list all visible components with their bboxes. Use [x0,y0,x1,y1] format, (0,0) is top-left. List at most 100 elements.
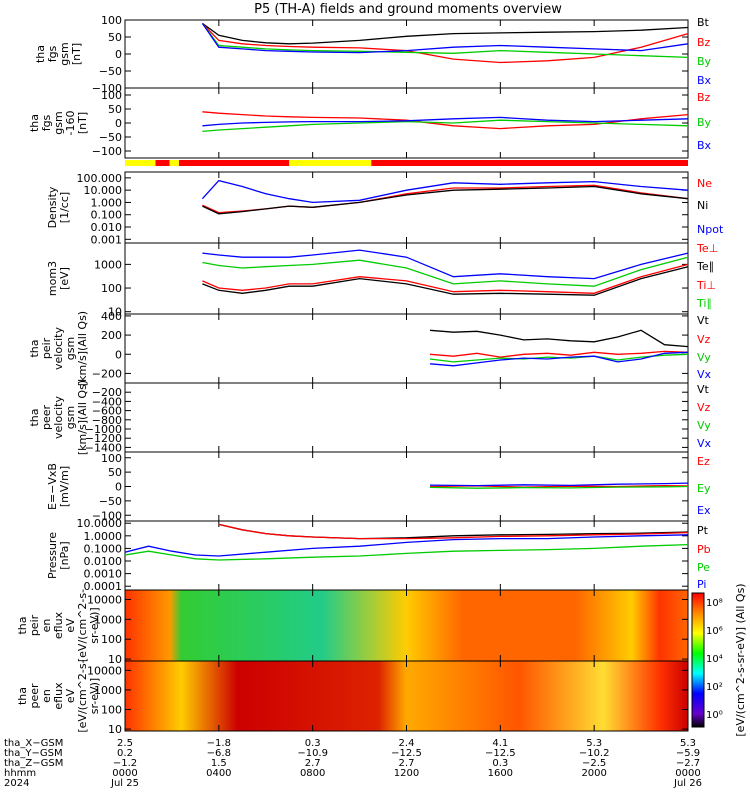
fgs_smooth-ytick-label: −100 [92,145,122,158]
ephemeris-value: 1600 [488,768,513,779]
temperature-ytick-label: 100 [101,282,122,295]
pressure-legend-Pt: Pt [697,524,709,537]
colorbar-label: [eV/(cm^2-s-sr-eV)] (All Qs) [734,583,747,736]
ephemeris-value: 2000 [581,768,606,779]
peer_spec-ytick-label: 10 [108,723,122,736]
fgs-legend-Bz: Bz [697,36,711,49]
ephemeris-value: 0.3 [492,758,508,769]
fgs_smooth-series-red [202,111,689,130]
fgs-series-blue [201,23,689,54]
peir_velocity-legend-Vt: Vt [697,314,710,327]
peir_spec-ytick-label: 10 [108,653,122,666]
fgs-ytick-label: −50 [99,65,122,78]
peer_velocity-ytick-label: −600 [92,405,122,418]
peir_spec-ylabel-line: en [40,619,53,633]
peir_velocity-ytick-label: 0 [115,348,122,361]
ephemeris-value: 2.7 [399,758,415,769]
peer_velocity-ytick-label: −400 [92,395,122,408]
ephemeris-value: 0400 [206,768,231,779]
peer_velocity-ytick-label: −1000 [85,423,122,436]
peer_spec-ylabel-line: peer [28,683,41,709]
efield-series-green [429,485,689,489]
temperature-legend-Te∥: Te∥ [696,260,714,273]
panel-fgs: 100 50 0 −50 −100 tha fgs gsm [nT] Bt Bz By Bx [34,14,712,95]
density-ytick-label: 100.000 [77,172,123,185]
fgs_smooth-ytick-label: 0 [115,117,122,130]
ephemeris-value: 0800 [300,768,325,779]
mode-bar-segment [169,160,179,166]
temperature-ylabel-line: [eV] [58,267,71,290]
colorbar-scale [691,592,705,728]
peer_spec-intensity-map [125,661,688,731]
pressure-ytick-label: 10.0000 [77,517,123,530]
density-ylabel-line: Density [46,186,59,228]
peir_velocity-legend-Vz: Vz [697,333,711,346]
panel-temperature: 1000 100 10 mom3 [eV] Te⊥ Te∥ Ti⊥ Ti∥ [46,242,718,319]
panel-peer_velocity: −200−400−600−800−1000−1200−1400 tha peer ve… [28,380,712,455]
fgs_smooth-legend-By: By [697,116,712,129]
peer_velocity-ylabel-line: peer [40,405,53,431]
ephemeris-value: 0000 [675,768,700,779]
ephemeris-value: 0000 [112,768,137,779]
fgs-ylabel-line: tha [34,45,47,63]
peir_spec-ylabel-line: eV [64,618,77,633]
fgs-legend-By: By [697,55,712,68]
pressure-ytick-label: 1.0000 [84,530,123,543]
pressure-series-blue [124,534,689,557]
fgs_smooth-ytick-label: 100 [101,89,122,102]
mode-bar-segment [371,160,688,166]
peer_spec-ylabel-line: en [40,689,53,703]
temperature-legend-Te⊥: Te⊥ [696,242,718,255]
efield-ytick-label: −100 [92,509,122,522]
peer_velocity-legend-Vy: Vy [697,419,711,432]
temperature-series-red [202,263,689,294]
density-legend-Npot: Npot [697,223,724,236]
ephemeris-value: 2.4 [399,738,415,749]
ephemeris-value: −6.8 [207,748,231,759]
efield-ytick-label: 50 [108,466,122,479]
colorbar: 10⁸ 10⁶ 10⁴ 10² 10⁰ [eV/(cm^2-s-sr-eV)] (All … [691,583,747,737]
peir_spec-ytick-label: 1000 [94,613,122,626]
density-legend-Ne: Ne [697,177,712,190]
pressure-ytick-label: 0.0100 [84,555,123,568]
peer_velocity-ylabel-line: gsm [64,406,77,429]
temperature-ytick-label: 10 [108,306,122,319]
peer_velocity-ylabel-line: tha [28,408,41,426]
ephemeris-value: −1.2 [113,758,137,769]
ephemeris-value: 2.7 [305,758,321,769]
peer_velocity-frame [124,382,689,453]
fgs-ylabel-line: gsm [58,42,71,65]
efield-legend-Ex: Ex [697,504,711,517]
fgs_smooth-ylabel-line: -160 [64,111,77,136]
mode-bar-segment [289,160,372,166]
ephemeris-row-label: hhmm [4,768,36,779]
peer_spec-ylabel-line: eV [64,688,77,703]
efield-ytick-label: 0 [115,481,122,494]
ephemeris-value: 4.1 [492,738,508,749]
chart-title: P5 (TH-A) fields and ground moments over… [254,2,562,17]
panel-peir_spec: 10000 1000 100 10 tha peir en eflux eV [eV/(cm^2-… [16,589,689,666]
fgs_smooth-ylabel-line: tha [28,114,41,132]
fgs-ytick-label: 50 [108,31,122,44]
peer_velocity-ylabel-line: [km/s](All Qs) [76,380,89,455]
peer_velocity-legend-Vz: Vz [697,401,711,414]
ephemeris-value: −12.5 [485,748,516,759]
temperature-series-blue [202,249,689,280]
density-ytick-label: 0.010 [91,221,123,234]
efield-ylabel-line: [mV/m] [58,466,71,507]
colorbar-tick-label: 10⁴ [706,654,723,665]
mode-bar [125,160,688,166]
temperature-series-green [202,256,689,287]
mode-bar-segment [155,160,170,166]
ephemeris-value: 5.3 [680,738,696,749]
density-ylabel-line: [1/cc] [58,192,71,223]
peir_velocity-ylabel-line: peir [40,337,53,359]
fgs_smooth-ylabel-line: [nT] [76,112,89,134]
peir_spec-ylabel-line: [eV/(cm^2-s- [76,589,89,662]
temperature-ylabel-line: mom3 [46,261,59,296]
ephemeris-value: −2.7 [676,758,700,769]
ephemeris-value: 5.3 [586,738,602,749]
peir_velocity-ytick-label: 400 [101,310,122,323]
peer_velocity-ylabel-line: velocity [52,396,65,439]
